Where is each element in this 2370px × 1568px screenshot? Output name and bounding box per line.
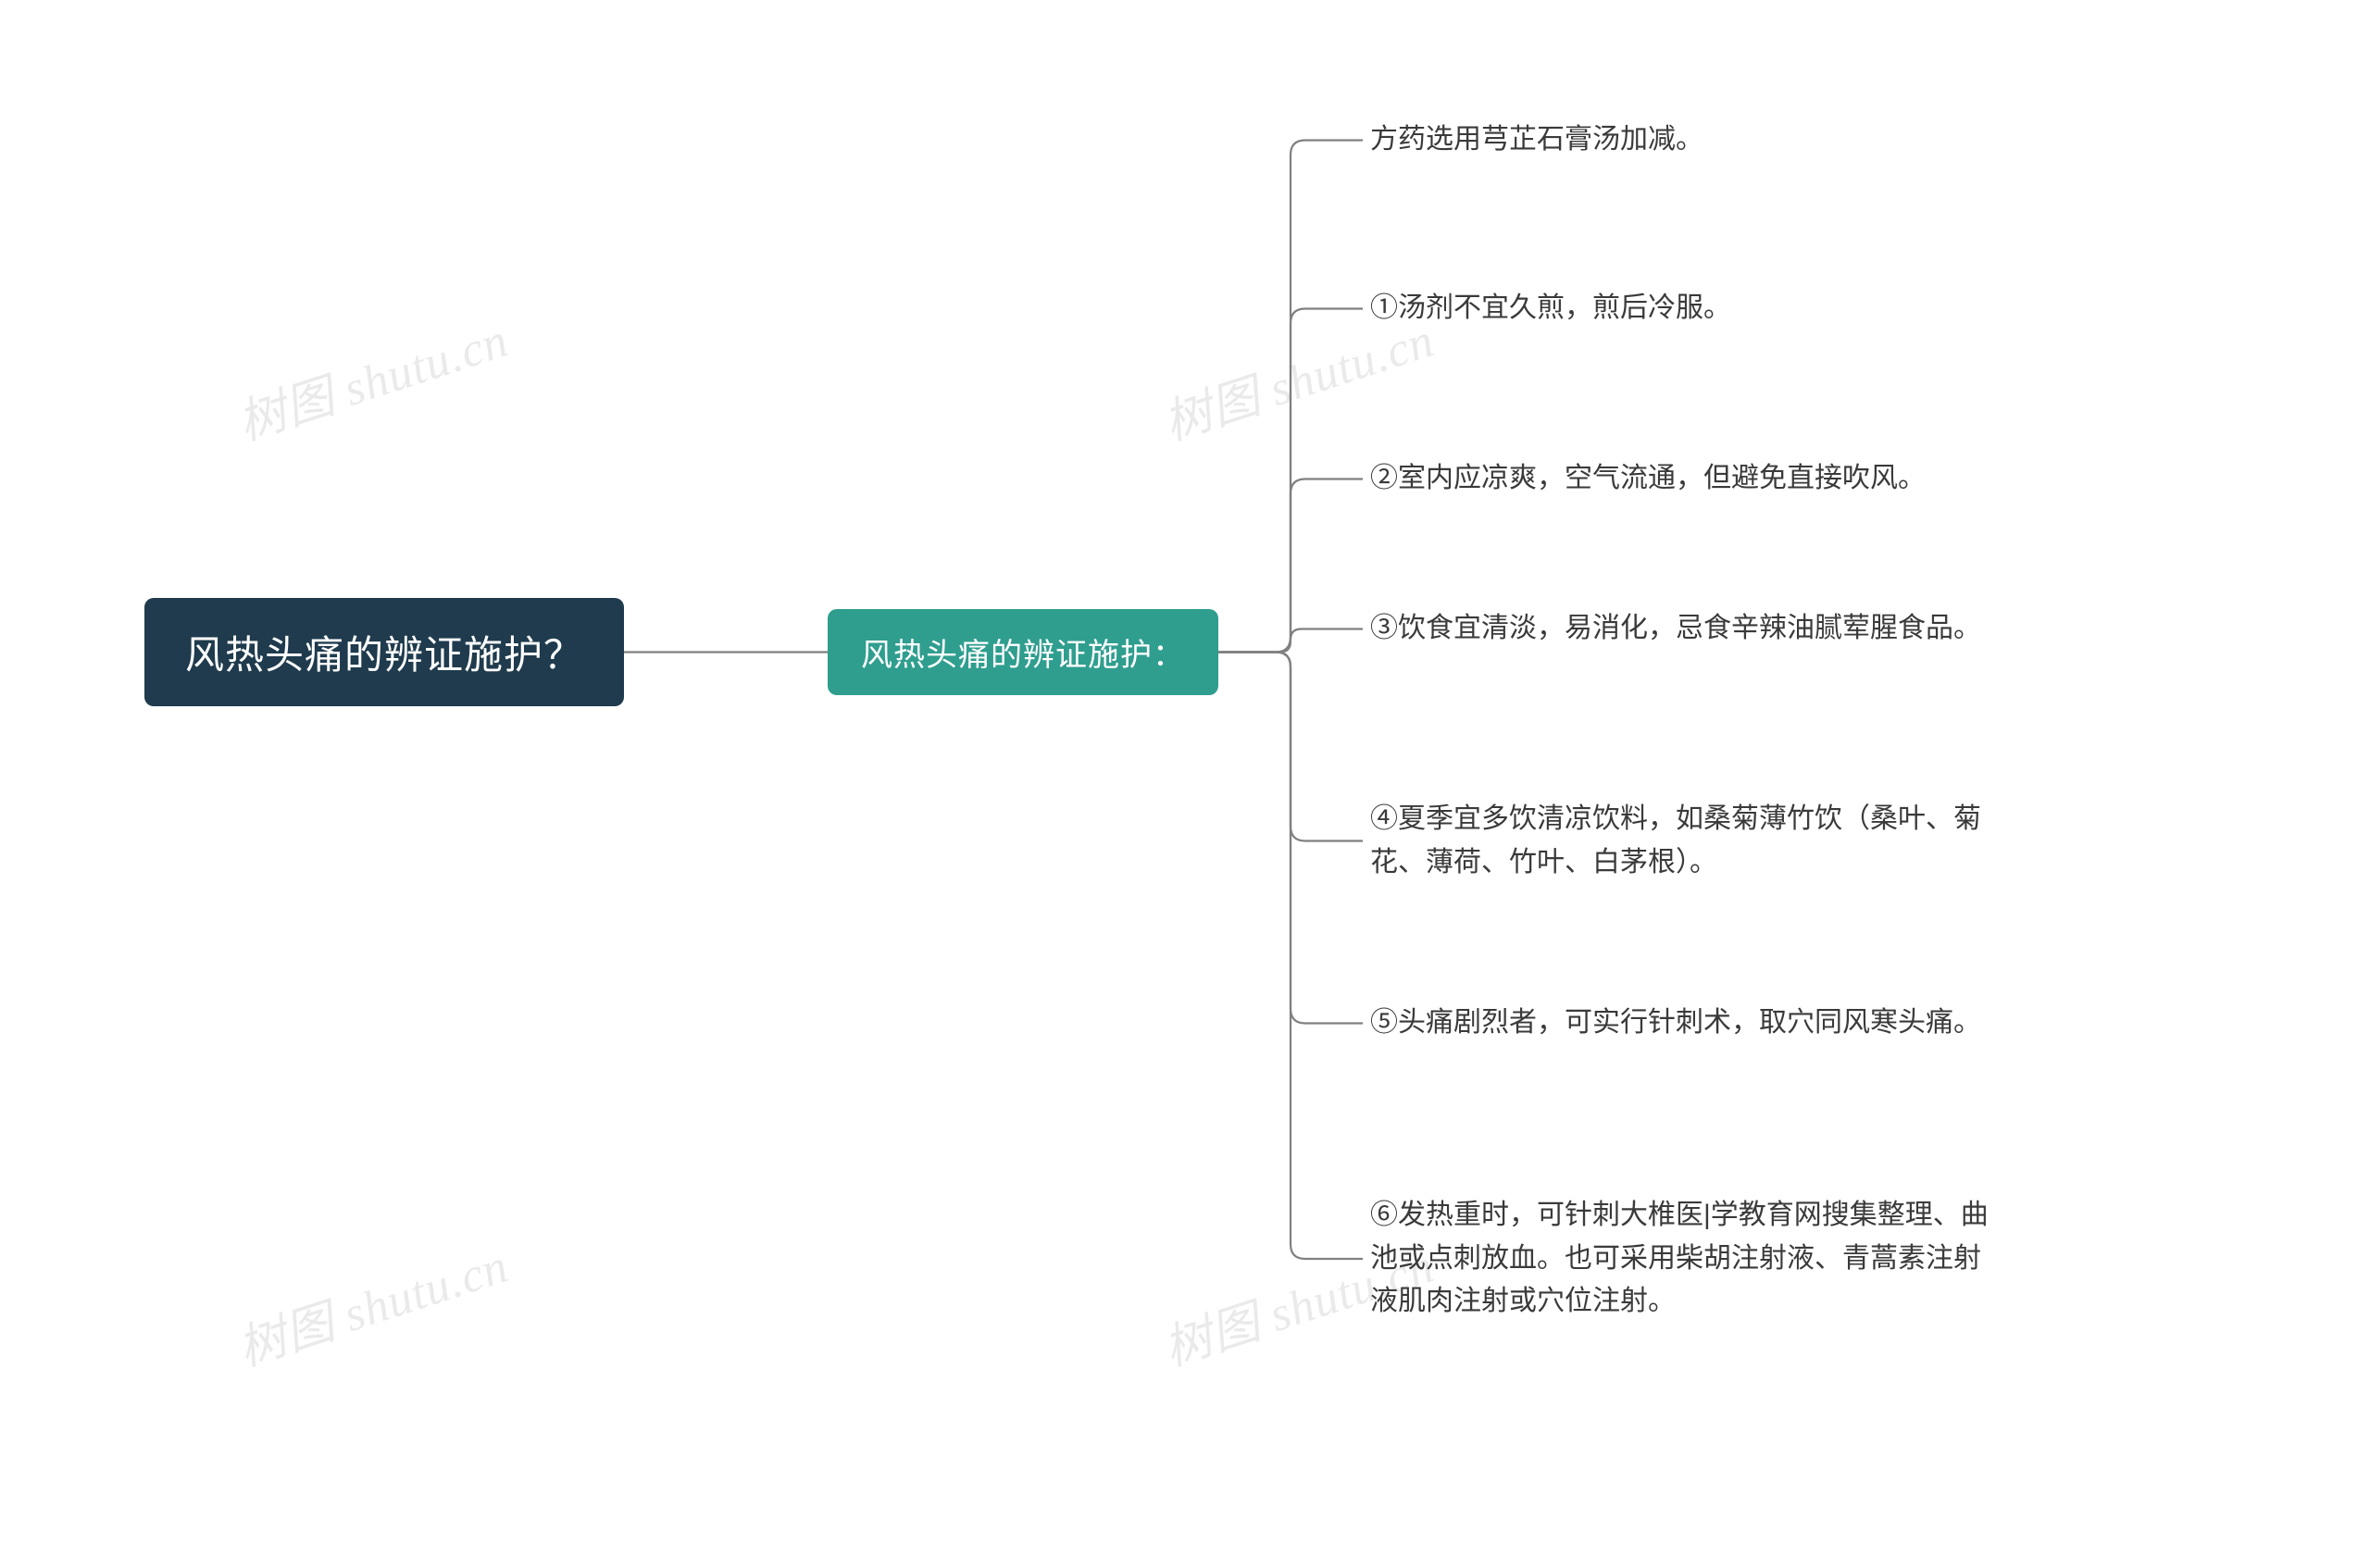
leaf-node: 方药选用芎芷石膏汤加减。 <box>1370 118 1703 162</box>
leaf-node: ①汤剂不宜久煎，煎后冷服。 <box>1370 287 1731 330</box>
leaf-label: ⑥发热重时，可针刺大椎医|学教育网搜集整理、曲池或点刺放血。也可采用柴胡注射液、… <box>1370 1194 2000 1324</box>
leaf-node: ④夏季宜多饮清凉饮料，如桑菊薄竹饮（桑叶、菊花、薄荷、竹叶、白茅根）。 <box>1370 798 2000 884</box>
leaf-label: 方药选用芎芷石膏汤加减。 <box>1370 118 1703 162</box>
leaf-label: ⑤头痛剧烈者，可实行针刺术，取穴同风寒头痛。 <box>1370 1002 1981 1045</box>
mindmap-canvas: 树图 shutu.cn 树图 shutu.cn 树图 shutu.cn 树图 s… <box>0 0 2370 1568</box>
leaf-label: ①汤剂不宜久煎，煎后冷服。 <box>1370 287 1731 330</box>
watermark: 树图 shutu.cn <box>228 1226 516 1379</box>
leaf-node: ②室内应凉爽，空气流通，但避免直接吹风。 <box>1370 457 1926 501</box>
leaf-node: ⑥发热重时，可针刺大椎医|学教育网搜集整理、曲池或点刺放血。也可采用柴胡注射液、… <box>1370 1194 2000 1324</box>
branch-node: 风热头痛的辨证施护： <box>828 609 1218 695</box>
root-label: 风热头痛的辨证施护？ <box>185 624 583 680</box>
root-node: 风热头痛的辨证施护？ <box>144 598 624 706</box>
leaf-node: ⑤头痛剧烈者，可实行针刺术，取穴同风寒头痛。 <box>1370 1002 1981 1045</box>
leaf-label: ③饮食宜清淡，易消化，忌食辛辣油腻荤腥食品。 <box>1370 607 1981 651</box>
branch-label: 风热头痛的辨证施护： <box>861 629 1185 675</box>
leaf-label: ④夏季宜多饮清凉饮料，如桑菊薄竹饮（桑叶、菊花、薄荷、竹叶、白茅根）。 <box>1370 798 2000 884</box>
leaf-node: ③饮食宜清淡，易消化，忌食辛辣油腻荤腥食品。 <box>1370 607 1981 651</box>
leaf-label: ②室内应凉爽，空气流通，但避免直接吹风。 <box>1370 457 1926 501</box>
watermark: 树图 shutu.cn <box>228 301 516 454</box>
